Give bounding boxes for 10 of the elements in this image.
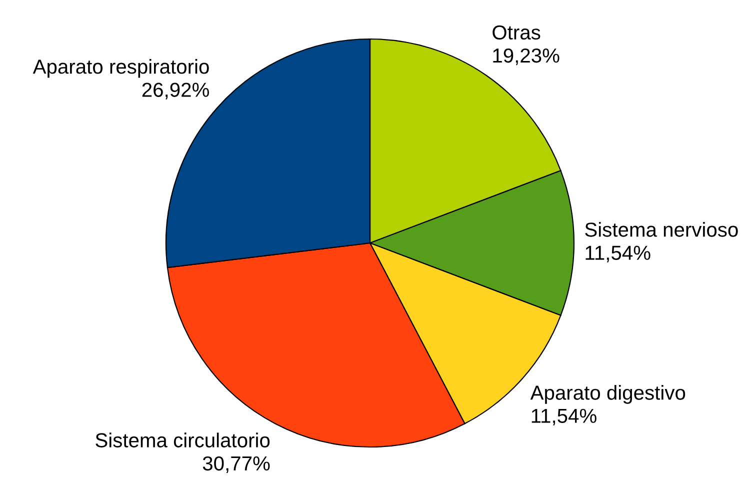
slice-label: Otras xyxy=(492,25,540,40)
slice-label: Sistema circulatorio xyxy=(96,432,270,448)
data-label: 26,92% xyxy=(142,82,209,100)
slice-label: Aparato digestivo xyxy=(530,385,686,404)
slice-label: Sistema nervioso xyxy=(585,222,738,237)
data-label: 19,23% xyxy=(493,48,560,66)
slice-label: Aparato respiratorio xyxy=(32,59,209,78)
data-label: 30,77% xyxy=(202,456,270,473)
data-label: 11,54% xyxy=(586,246,650,262)
data-label: 11,54% xyxy=(532,408,596,426)
